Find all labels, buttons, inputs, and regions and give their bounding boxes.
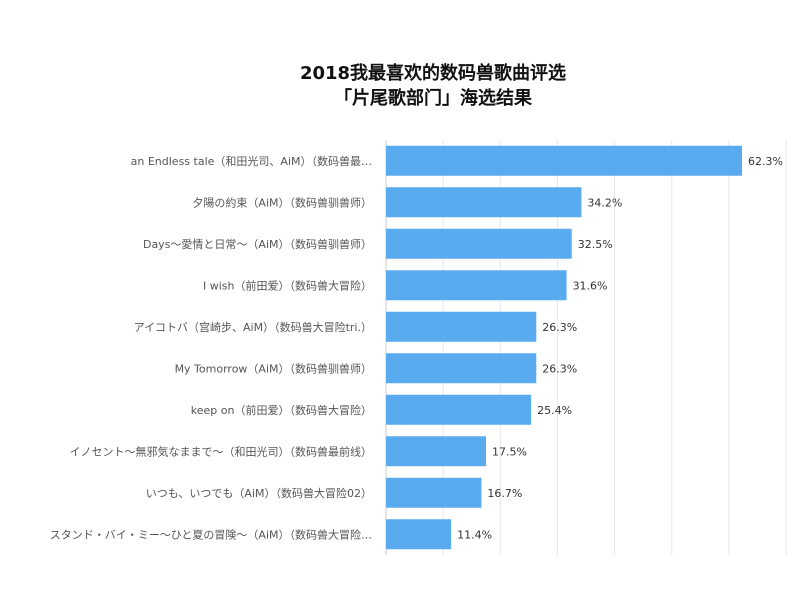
bars (386, 145, 742, 550)
value-label: 17.5% (492, 445, 527, 458)
bar (386, 436, 486, 467)
value-label: 31.6% (573, 279, 608, 292)
category-label: I wish（前田爱）（数码兽大冒险） (203, 278, 372, 292)
value-label: 32.5% (578, 238, 613, 251)
category-label: アイコトバ（宫崎步、AiM）（数码兽大冒险tri.） (134, 320, 372, 334)
value-label: 34.2% (587, 196, 622, 209)
bar (386, 353, 537, 384)
category-label: イノセント～無邪気なままで～（和田光司）（数码兽最前线） (70, 444, 373, 458)
bar (386, 228, 572, 259)
bar (386, 394, 532, 425)
category-label: Days～愛情と日常～（AiM）（数码兽驯兽师） (143, 237, 372, 251)
value-label: 25.4% (537, 404, 572, 417)
bar (386, 270, 567, 301)
category-label: 夕陽の約束（AiM）（数码兽驯兽师） (192, 195, 372, 209)
category-label: an Endless tale（和田光司、AiM）（数码兽最… (131, 154, 372, 168)
category-label: いつも、いつでも（AiM）（数码兽大冒险02） (146, 486, 372, 500)
bar (386, 145, 742, 176)
bar (386, 477, 482, 508)
value-label: 62.3% (748, 155, 783, 168)
value-labels: 62.3% 34.2% 32.5% 31.6% 26.3% 26.3% 25.4% 17.5%… (457, 155, 783, 542)
chart-title-line-2: 「片尾歌部门」海选结果 (334, 87, 533, 109)
bar (386, 187, 582, 218)
bar (386, 311, 537, 342)
value-label: 26.3% (542, 362, 577, 375)
value-label: 11.4% (457, 528, 492, 541)
value-label: 26.3% (542, 321, 577, 334)
bar (386, 519, 452, 550)
category-labels: an Endless tale（和田光司、AiM）（数码兽最… 夕陽の約束（AiM… (50, 154, 372, 542)
value-label: 16.7% (487, 487, 522, 500)
chart-title-line-1: 2018我最喜欢的数码兽歌曲评选 (300, 62, 566, 84)
category-label: keep on（前田爱）（数码兽大冒险） (191, 403, 372, 417)
category-label: スタンド・バイ・ミー～ひと夏の冒険～（AiM）（数码兽大冒险… (50, 527, 372, 541)
category-label: My Tomorrow（AiM）（数码兽驯兽师） (175, 361, 372, 375)
